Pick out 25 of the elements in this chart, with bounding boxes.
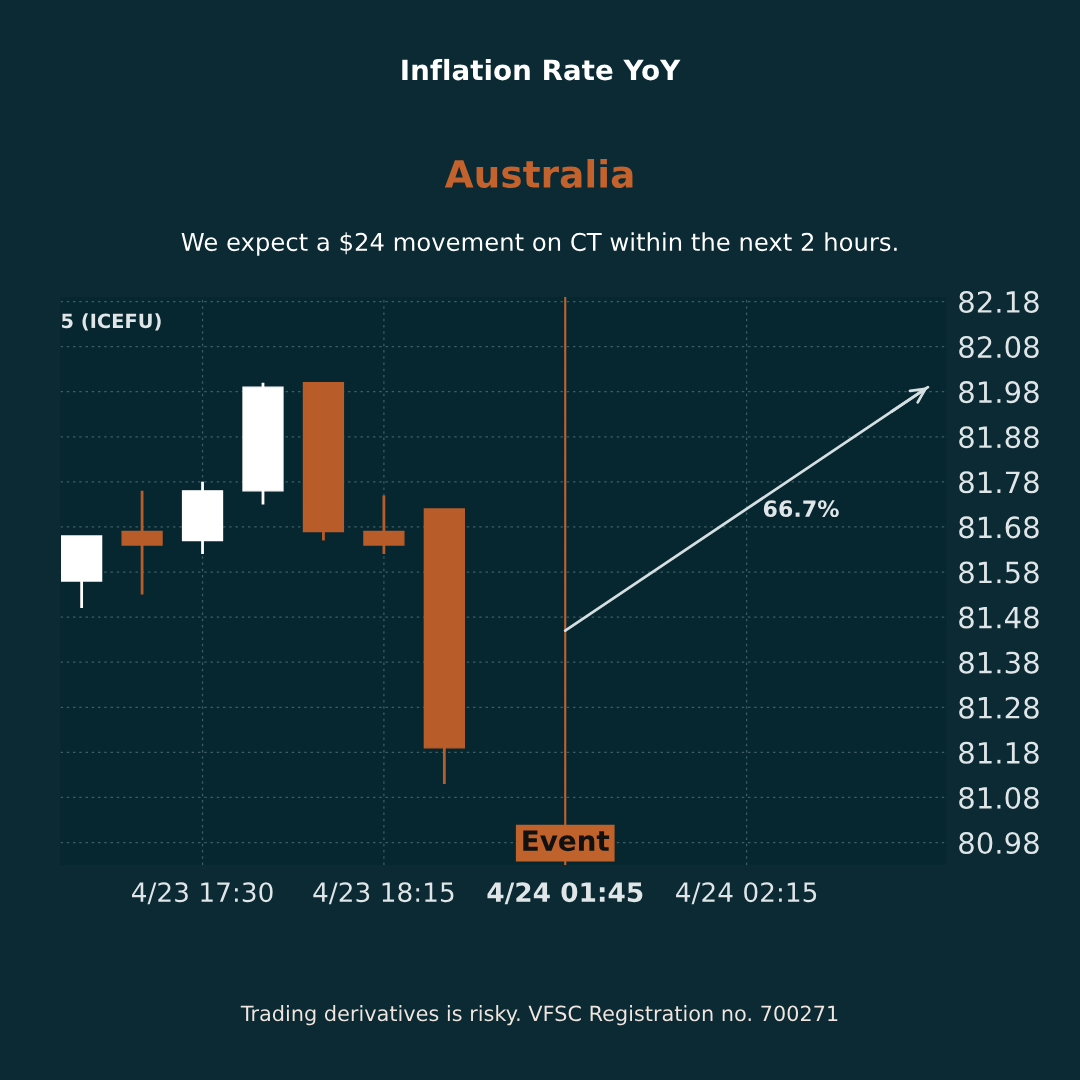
y-tick-label: 81.98 — [959, 381, 1039, 404]
y-tick-label: 82.18 — [959, 290, 1039, 313]
y-tick-label: 80.98 — [959, 831, 1039, 855]
candlestick — [121, 489, 163, 596]
chart-subtitle: Australia — [444, 158, 633, 188]
y-tick-label: 81.88 — [959, 426, 1039, 449]
y-tick-label: 81.48 — [959, 606, 1039, 629]
text: We expect a $24 movement on CT within the next 2 hours. — [181, 232, 897, 256]
text: Trading derivatives is risky. VFSC Registration no. 700271 — [240, 1005, 838, 1026]
y-tick-label: 81.78 — [959, 471, 1039, 494]
x-tick-label: 4/24 01:45 — [487, 882, 643, 905]
y-tick-label: 81.68 — [959, 516, 1039, 539]
ref-line-label: Event — [523, 830, 610, 852]
y-tick-label: 81.08 — [959, 786, 1039, 809]
chart-title: Inflation Rate YoY — [402, 58, 681, 81]
y-tick-label: 81.38 — [959, 651, 1039, 674]
annotation: 5 (ICEFU) — [61, 313, 161, 331]
x-tick-label: 4/24 02:15 — [676, 882, 817, 905]
y-tick-label: 81.58 — [959, 561, 1039, 584]
annotation: 66.7% — [763, 500, 839, 518]
y-tick-label: 81.28 — [959, 696, 1039, 719]
x-tick-label: 4/23 17:30 — [131, 882, 273, 905]
y-tick-label: 81.18 — [959, 741, 1039, 764]
y-tick-label: 82.08 — [959, 336, 1039, 359]
x-tick-label: 4/23 18:15 — [313, 882, 454, 905]
